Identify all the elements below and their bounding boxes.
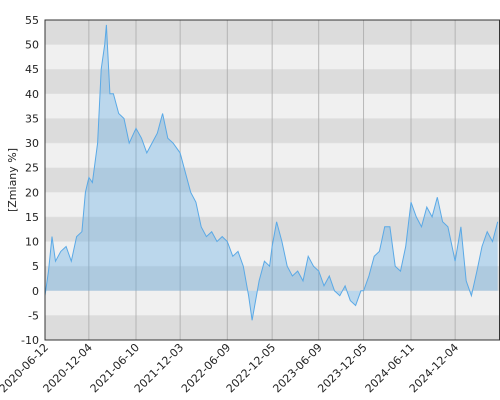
y-tick-label: -5 bbox=[28, 309, 39, 322]
y-tick-label: 30 bbox=[25, 137, 39, 150]
y-tick-label: 55 bbox=[25, 14, 39, 27]
y-tick-label: 5 bbox=[32, 260, 39, 273]
area-fill bbox=[45, 24, 498, 321]
y-tick-label: 35 bbox=[25, 112, 39, 125]
line bbox=[44, 24, 499, 321]
y-tick-label: 50 bbox=[25, 39, 39, 52]
y-tick-label: 15 bbox=[25, 211, 39, 224]
y-tick-label: 45 bbox=[25, 63, 39, 76]
y-tick-label: -10 bbox=[21, 334, 39, 347]
y-tick-label: 25 bbox=[25, 162, 39, 175]
y-tick-label: 10 bbox=[25, 236, 39, 249]
y-axis-label: [Zmiany %] bbox=[6, 148, 19, 212]
y-tick-label: 40 bbox=[25, 88, 39, 101]
y-tick-label: 20 bbox=[25, 186, 39, 199]
y-tick-label: 0 bbox=[32, 285, 39, 298]
